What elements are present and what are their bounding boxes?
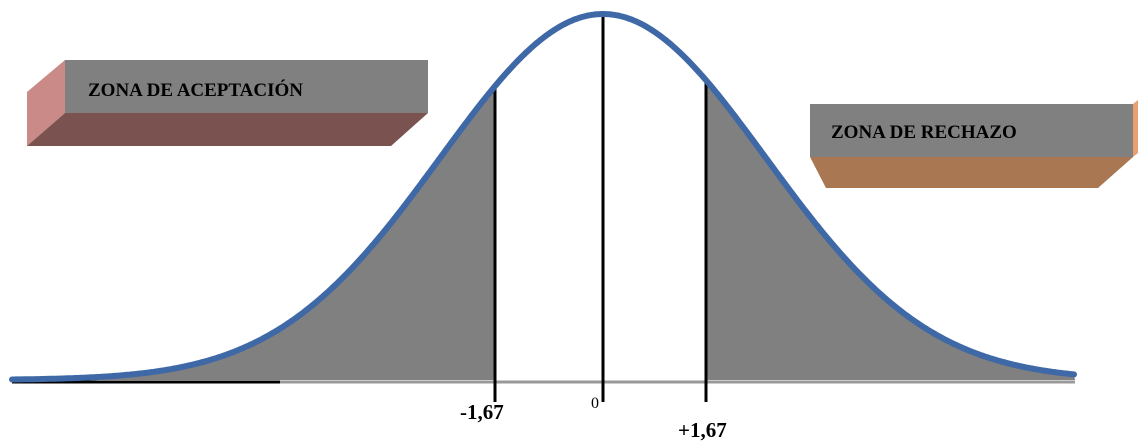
- rejection-box-bottom: [810, 157, 1133, 188]
- acceptance-box-side: [27, 60, 65, 146]
- tick-label-right: +1,67: [678, 418, 727, 441]
- rejection-zone-label: ZONA DE RECHAZO: [831, 122, 1017, 143]
- right-rejection-tail: [706, 80, 1075, 380]
- tick-label-center: 0: [591, 395, 599, 412]
- rejection-box-side: [1133, 100, 1138, 157]
- bell-curve: [9, 11, 1077, 383]
- rejection-zone-box: ZONA DE RECHAZO: [810, 100, 1138, 188]
- acceptance-zone-box: ZONA DE ACEPTACIÓN: [27, 60, 428, 146]
- tick-label-left: -1,67: [460, 400, 504, 424]
- acceptance-box-face: [65, 60, 428, 113]
- acceptance-zone-label: ZONA DE ACEPTACIÓN: [88, 79, 303, 101]
- left-rejection-tail: [12, 86, 495, 380]
- rejection-box-face: [810, 104, 1133, 157]
- acceptance-box-bottom: [27, 113, 428, 146]
